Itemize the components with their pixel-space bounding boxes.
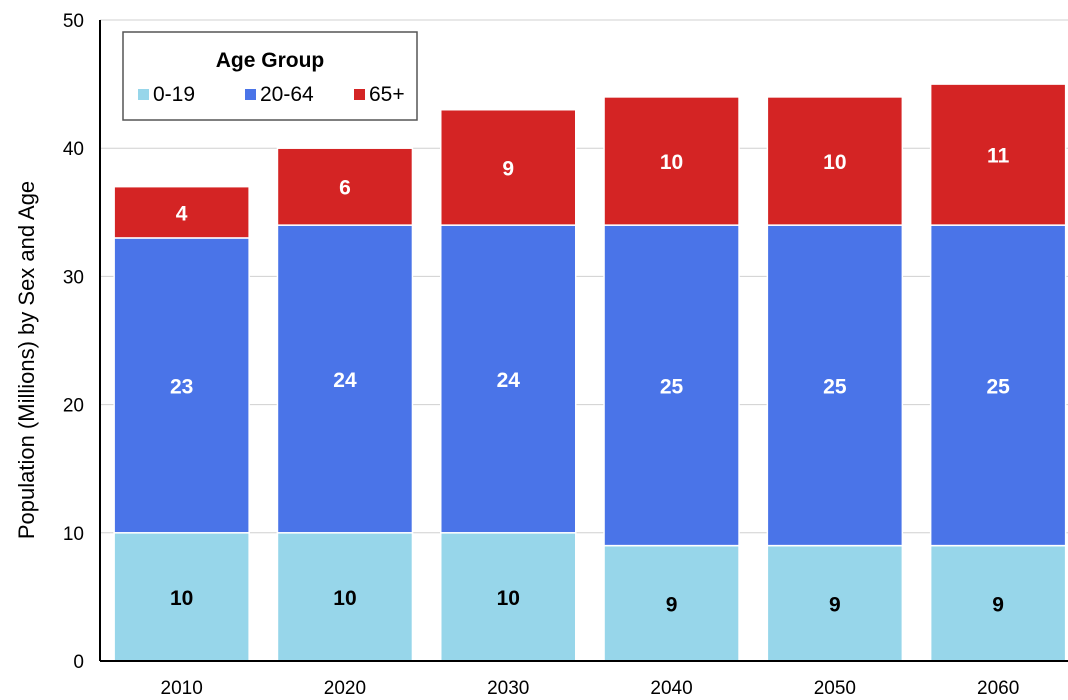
- y-tick-label: 20: [63, 396, 84, 417]
- legend-swatch: [354, 89, 365, 100]
- x-tick-label: 2060: [977, 678, 1019, 699]
- data-label: 10: [660, 151, 683, 174]
- y-axis-label: Population (Millions) by Sex and Age: [14, 181, 39, 539]
- legend-title: Age Group: [216, 49, 325, 72]
- x-tick-label: 2050: [814, 678, 856, 699]
- legend-swatch: [138, 89, 149, 100]
- x-tick-label: 2020: [324, 678, 366, 699]
- data-label: 6: [339, 177, 351, 200]
- data-label: 9: [502, 157, 514, 180]
- data-label: 11: [987, 145, 1010, 168]
- y-tick-label: 10: [63, 524, 84, 545]
- x-tick-label: 2010: [161, 678, 203, 699]
- y-tick-label: 50: [63, 11, 84, 32]
- data-label: 10: [823, 151, 846, 174]
- data-label: 25: [823, 375, 847, 398]
- data-label: 23: [170, 375, 193, 398]
- data-label: 10: [497, 587, 520, 610]
- legend: Age Group 0-19 20-64 65+: [123, 32, 417, 120]
- data-label: 4: [176, 202, 188, 225]
- legend-label: 20-64: [260, 83, 314, 106]
- data-label: 9: [829, 593, 841, 616]
- legend-box: [123, 32, 417, 120]
- legend-label: 65+: [369, 83, 405, 106]
- data-label: 9: [666, 593, 678, 616]
- data-label: 24: [497, 369, 521, 392]
- data-label: 9: [992, 593, 1004, 616]
- y-axis: 0 10 20 30 40 50: [63, 11, 100, 673]
- data-label: 24: [333, 369, 357, 392]
- y-tick-label: 0: [73, 652, 84, 673]
- x-tick-label: 2030: [487, 678, 529, 699]
- y-tick-label: 40: [63, 139, 84, 160]
- bars: [114, 84, 1066, 661]
- legend-label: 0-19: [153, 83, 195, 106]
- legend-swatch: [245, 89, 256, 100]
- x-tick-label: 2040: [650, 678, 692, 699]
- x-axis: 2010 2020 2030 2040 2050 2060: [100, 661, 1068, 699]
- y-tick-label: 30: [63, 267, 84, 288]
- data-label: 10: [333, 587, 356, 610]
- data-label: 25: [986, 375, 1010, 398]
- data-label: 25: [660, 375, 684, 398]
- data-label: 10: [170, 587, 193, 610]
